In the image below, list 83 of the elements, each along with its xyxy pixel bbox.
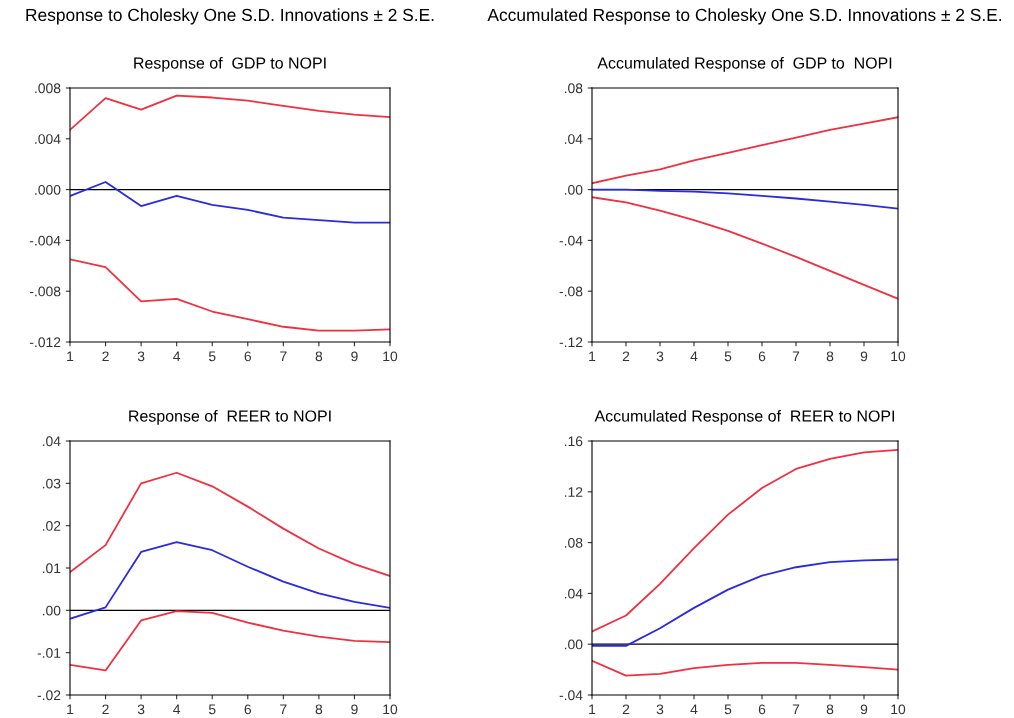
x-tick-label: 2 bbox=[102, 351, 109, 362]
x-tick-label: 6 bbox=[244, 351, 252, 362]
y-tick-label: .008 bbox=[35, 83, 61, 94]
line-series bbox=[70, 181, 390, 224]
x-tick-label: 8 bbox=[826, 704, 834, 715]
x-tick-label: 4 bbox=[690, 351, 698, 362]
y-tick-label: .12 bbox=[564, 487, 583, 497]
x-tick-label: 8 bbox=[315, 351, 323, 362]
line-series bbox=[592, 659, 898, 677]
y-tick-label: -.012 bbox=[29, 337, 61, 348]
y-tick-label: .00 bbox=[564, 639, 583, 650]
x-tick-label: 1 bbox=[67, 704, 74, 715]
x-tick-label: 8 bbox=[315, 704, 323, 715]
y-tick-label: -.04 bbox=[559, 235, 583, 246]
x-tick-label: 5 bbox=[724, 351, 732, 362]
y-tick-label: .08 bbox=[564, 537, 583, 548]
y-tick-label: .00 bbox=[42, 605, 61, 616]
y-tick-label: .04 bbox=[564, 588, 583, 599]
line-series bbox=[592, 188, 898, 210]
x-tick-label: 6 bbox=[758, 704, 766, 715]
x-tick-label: 7 bbox=[792, 351, 800, 362]
chart-title: Response of REER to NOPI bbox=[129, 410, 331, 425]
y-tick-label: -.02 bbox=[37, 690, 61, 701]
y-tick-label: .16 bbox=[564, 436, 583, 447]
x-tick-label: 4 bbox=[690, 704, 698, 715]
chart-title: Response of GDP to NOPI bbox=[134, 57, 326, 72]
x-tick-label: 2 bbox=[622, 351, 630, 362]
x-tick-label: 5 bbox=[208, 351, 216, 362]
y-tick-label: .004 bbox=[35, 134, 61, 144]
x-tick-label: 3 bbox=[656, 704, 664, 715]
x-tick-label: 3 bbox=[137, 351, 145, 362]
x-tick-label: 10 bbox=[383, 704, 398, 715]
x-tick-label: 1 bbox=[589, 704, 596, 715]
y-tick-label: -.04 bbox=[559, 690, 583, 701]
x-tick-label: 4 bbox=[173, 704, 181, 715]
x-tick-label: 9 bbox=[351, 704, 358, 715]
x-tick-label: 9 bbox=[860, 704, 868, 715]
line-series bbox=[592, 196, 898, 300]
x-tick-label: 8 bbox=[826, 351, 834, 362]
line-series bbox=[592, 116, 898, 185]
y-tick-label: -.01 bbox=[37, 648, 61, 658]
y-tick-label: .00 bbox=[564, 184, 583, 195]
y-tick-label: -.004 bbox=[29, 235, 61, 246]
line-series bbox=[70, 610, 390, 672]
line-series bbox=[70, 258, 390, 332]
y-tick-label: .08 bbox=[564, 83, 583, 94]
y-tick-label: .03 bbox=[42, 478, 61, 489]
x-tick-label: 10 bbox=[891, 704, 906, 715]
x-tick-label: 10 bbox=[891, 351, 906, 362]
y-tick-label: -.008 bbox=[29, 286, 61, 297]
x-tick-label: 1 bbox=[67, 351, 74, 362]
y-tick-label: .01 bbox=[42, 563, 61, 574]
x-tick-label: 3 bbox=[137, 704, 145, 715]
x-tick-label: 7 bbox=[280, 704, 287, 715]
y-tick-label: .04 bbox=[42, 436, 61, 447]
line-series bbox=[592, 448, 898, 633]
x-tick-label: 7 bbox=[280, 351, 287, 362]
x-tick-label: 2 bbox=[102, 704, 109, 715]
x-tick-label: 4 bbox=[173, 351, 181, 362]
line-series bbox=[70, 471, 390, 577]
x-tick-label: 10 bbox=[383, 351, 398, 362]
y-tick-label: -.12 bbox=[559, 337, 583, 348]
x-tick-label: 1 bbox=[589, 351, 596, 362]
x-tick-label: 2 bbox=[622, 704, 630, 715]
x-tick-label: 7 bbox=[792, 704, 800, 715]
y-tick-label: .000 bbox=[35, 184, 61, 195]
x-tick-label: 5 bbox=[724, 704, 732, 715]
x-tick-label: 5 bbox=[208, 704, 216, 715]
chart-title: Accumulated Response of GDP to NOPI bbox=[597, 56, 892, 72]
y-tick-label: .04 bbox=[564, 134, 583, 144]
x-tick-label: 6 bbox=[758, 351, 766, 362]
x-tick-label: 6 bbox=[244, 704, 252, 715]
y-tick-label: .02 bbox=[42, 521, 61, 531]
line-series bbox=[70, 94, 390, 131]
x-tick-label: 3 bbox=[656, 351, 664, 362]
x-tick-label: 9 bbox=[351, 351, 358, 362]
text: Accumulated Response to Cholesky One S.D. Innovations ± 2 S.E. bbox=[487, 8, 1002, 25]
text: Response to Cholesky One S.D. Innovations ± 2 S.E. bbox=[26, 8, 434, 25]
y-tick-label: -.08 bbox=[559, 286, 583, 297]
x-tick-label: 9 bbox=[860, 351, 868, 362]
line-series bbox=[70, 541, 390, 620]
chart-title: Accumulated Response of REER to NOPI bbox=[594, 409, 895, 425]
line-series bbox=[592, 558, 898, 647]
